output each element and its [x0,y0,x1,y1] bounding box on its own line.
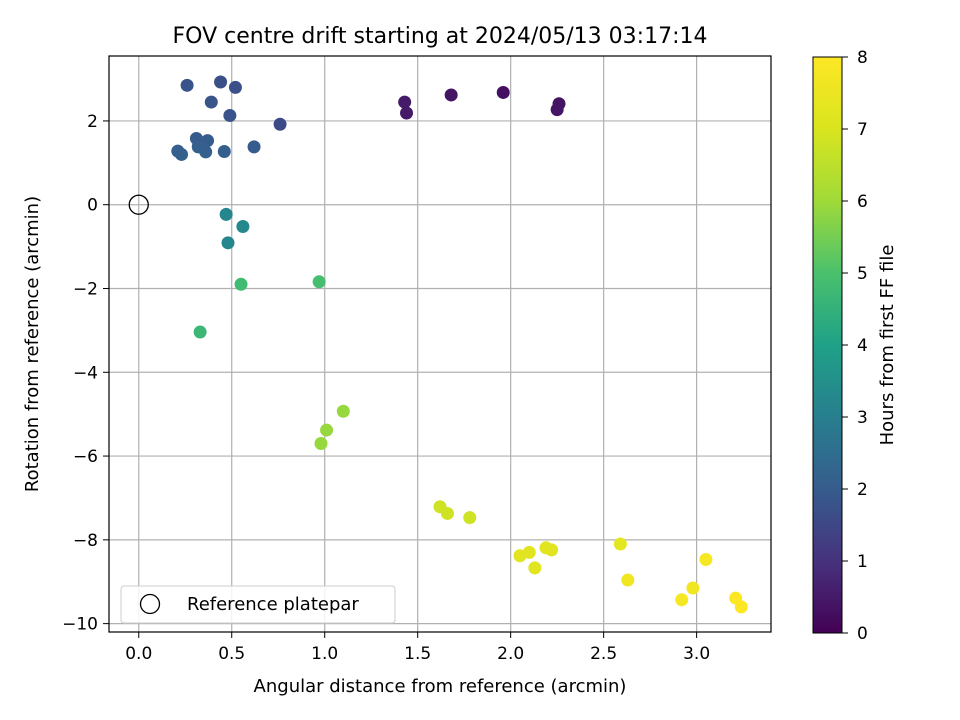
data-point [217,145,231,159]
colorbar-tick-label: 7 [857,120,868,140]
y-tick-label: 2 [87,112,98,132]
data-point [201,134,215,148]
colorbar-label: Hours from first FF file [877,245,898,446]
data-point [675,593,689,607]
data-point [247,140,261,154]
data-point [312,275,326,289]
data-point [199,145,213,159]
y-axis-label: Rotation from reference (arcmin) [22,196,43,492]
colorbar-tick-label: 0 [857,624,868,644]
y-tick-label: −6 [73,447,98,467]
data-point [463,511,477,525]
plot-area-frame [108,55,772,633]
chart-title: FOV centre drift starting at 2024/05/13 … [173,24,708,49]
reference-platepar-marker [128,194,149,215]
data-point [699,553,713,567]
data-point [528,561,542,575]
y-tick-label: −10 [62,615,98,635]
legend-box [120,585,396,624]
y-tick-label: −4 [73,363,98,383]
data-point [444,88,458,102]
legend-reference-marker [139,593,161,615]
y-tick-label: 0 [87,196,98,216]
data-point [522,545,536,559]
data-point [398,95,412,109]
data-point [214,75,228,89]
grid-lines [109,56,771,632]
y-tick-label: −2 [73,279,98,299]
colorbar-tick-label: 5 [857,264,868,284]
colorbar-tick-label: 4 [857,336,868,356]
x-tick-label: 2.5 [590,644,617,664]
data-point [552,97,566,111]
data-point [734,600,748,614]
colorbar-tick-label: 8 [857,48,868,68]
data-point [193,325,207,339]
data-point [320,423,334,437]
data-point [613,537,627,551]
colorbar-tick-label: 1 [857,552,868,572]
data-point [221,236,235,250]
x-tick-label: 2.0 [497,644,524,664]
data-point [228,80,242,94]
legend-entry-reference-platepar: Reference platepar [187,594,359,615]
colorbar-tick-label: 2 [857,480,868,500]
x-tick-label: 1.0 [311,644,338,664]
y-axis-ticks: 2 0 −2 −4 −6 −8 −10 [62,112,109,635]
data-point [223,108,237,122]
reference-marker-layer [128,194,149,215]
data-point [314,436,328,450]
legend: Reference platepar [120,585,396,624]
data-point [236,219,250,233]
x-axis-ticks: 0.0 0.5 1.0 1.5 2.0 2.5 3.0 [125,632,710,664]
colorbar-ticks: 0 1 2 3 4 5 6 7 8 [842,48,868,644]
colorbar-tick-label: 3 [857,408,868,428]
data-point [545,543,559,557]
data-point [686,581,700,595]
y-tick-label: −8 [73,531,98,551]
data-point [180,78,194,92]
data-point [621,573,635,587]
x-axis-label: Angular distance from reference (arcmin) [254,676,627,697]
x-tick-label: 0.5 [218,644,245,664]
x-tick-label: 1.5 [404,644,431,664]
data-point [496,85,510,99]
x-tick-label: 0.0 [125,644,152,664]
x-tick-label: 3.0 [683,644,710,664]
colorbar-gradient [812,56,843,634]
data-point [175,147,189,161]
data-points [171,75,748,614]
data-point [273,117,287,131]
data-point [204,95,218,109]
data-point [219,207,233,221]
data-point [400,106,414,120]
colorbar-tick-label: 6 [857,192,868,212]
data-point [336,404,350,418]
data-point [234,277,248,291]
data-point [440,506,454,520]
colorbar: 0 1 2 3 4 5 6 7 8 Hours from first FF file [812,48,898,644]
